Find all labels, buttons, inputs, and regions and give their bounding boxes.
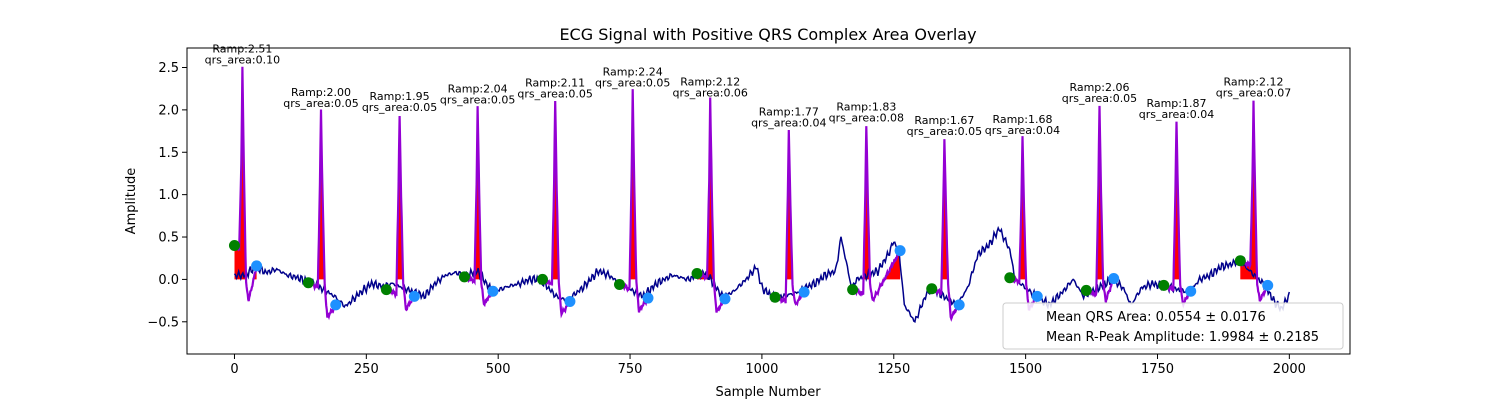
x-axis-label: Sample Number — [715, 385, 821, 400]
legend-box — [1002, 302, 1344, 350]
r-amplitude-label: Ramp:2.04 — [448, 82, 508, 95]
q-onset-marker — [228, 240, 240, 252]
y-tick-label: −0.5 — [147, 315, 179, 330]
x-tick-label: 1750 — [1141, 362, 1174, 377]
plot-area: Ramp:2.51qrs_area:0.10Ramp:2.00qrs_area:… — [205, 43, 1292, 324]
qrs-area-label: qrs_area:0.04 — [985, 124, 1060, 137]
qrs-area-label: qrs_area:0.05 — [362, 101, 437, 114]
s-offset-marker — [719, 293, 731, 305]
r-amplitude-label: Ramp:2.11 — [525, 77, 585, 90]
qrs-complex-line — [695, 97, 726, 313]
s-offset-marker — [1185, 285, 1197, 297]
q-onset-marker — [613, 278, 625, 290]
qrs-area-label: qrs_area:0.10 — [205, 54, 280, 67]
q-onset-marker — [769, 291, 781, 303]
qrs-area-label: qrs_area:0.06 — [672, 87, 747, 100]
qrs-complex-line — [618, 89, 650, 313]
qrs-positive-area — [1240, 100, 1268, 280]
chart-title: ECG Signal with Positive QRS Complex Are… — [559, 25, 976, 44]
r-amplitude-label: Ramp:1.68 — [992, 113, 1052, 126]
s-offset-marker — [1108, 273, 1120, 285]
qrs-area-label: qrs_area:0.05 — [517, 88, 592, 101]
qrs-area-label: qrs_area:0.04 — [1139, 108, 1214, 121]
s-offset-marker — [798, 286, 810, 298]
y-tick-label: 0.0 — [158, 273, 179, 288]
s-offset-marker — [330, 299, 342, 311]
r-amplitude-label: Ramp:2.51 — [212, 43, 272, 56]
qrs-area-label: qrs_area:0.08 — [829, 111, 904, 124]
q-onset-marker — [1234, 255, 1246, 267]
r-amplitude-label: Ramp:1.83 — [836, 100, 896, 113]
r-amplitude-label: Ramp:2.12 — [1223, 76, 1283, 89]
s-offset-marker — [408, 290, 420, 302]
q-onset-marker — [1080, 284, 1092, 296]
x-tick-label: 2000 — [1273, 362, 1306, 377]
r-amplitude-label: Ramp:2.00 — [291, 86, 351, 99]
x-tick-label: 250 — [354, 362, 379, 377]
s-offset-marker — [953, 299, 965, 311]
r-amplitude-label: Ramp:1.87 — [1146, 97, 1206, 110]
r-amplitude-label: Ramp:2.06 — [1069, 81, 1129, 94]
qrs-area-label: qrs_area:0.05 — [440, 93, 515, 106]
legend-entry-mean-r-peak-amplitude: Mean R-Peak Amplitude: 1.9984 ± 0.2185 — [1046, 330, 1319, 345]
y-axis: −0.5 0.0 0.5 1.0 1.5 2.0 2.5 — [147, 61, 187, 330]
s-offset-marker — [894, 245, 906, 257]
s-offset-marker — [487, 285, 499, 297]
marker-layer — [228, 240, 1274, 311]
q-onset-marker — [847, 284, 859, 296]
qrs-complex-line — [463, 106, 494, 308]
q-onset-marker — [691, 267, 703, 279]
qrs-area-label: qrs_area:0.04 — [751, 116, 826, 129]
s-offset-marker — [642, 292, 654, 304]
qrs-area-label: qrs_area:0.05 — [595, 77, 670, 90]
qrs-complex-line — [1008, 136, 1039, 311]
annotation-layer: Ramp:2.51qrs_area:0.10Ramp:2.00qrs_area:… — [205, 43, 1292, 138]
qrs-area-label: qrs_area:0.05 — [1062, 92, 1137, 105]
y-tick-label: 0.5 — [158, 231, 179, 246]
qrs-area-label: qrs_area:0.05 — [283, 97, 358, 110]
q-onset-marker — [926, 283, 938, 295]
legend: Mean QRS Area: 0.0554 ± 0.0176 Mean R-Pe… — [1002, 302, 1344, 350]
x-tick-label: 1500 — [1009, 362, 1042, 377]
qrs-positive-area — [852, 126, 901, 280]
legend-entry-mean-qrs-area: Mean QRS Area: 0.0554 ± 0.0176 — [1046, 310, 1266, 325]
y-tick-label: 2.5 — [158, 61, 179, 76]
r-amplitude-label: Ramp:2.24 — [603, 66, 663, 79]
q-onset-marker — [1004, 272, 1016, 284]
q-onset-marker — [302, 277, 314, 289]
r-amplitude-label: Ramp:1.67 — [914, 114, 974, 127]
q-onset-marker — [1158, 279, 1170, 291]
x-tick-label: 1000 — [745, 362, 778, 377]
qrs-area-label: qrs_area:0.07 — [1216, 87, 1291, 100]
y-axis-label: Amplitude — [124, 168, 139, 235]
qrs-complex-line — [851, 126, 902, 303]
s-offset-marker — [251, 260, 263, 272]
qrs-area-label: qrs_area:0.05 — [907, 125, 982, 138]
r-amplitude-label: Ramp:2.12 — [680, 76, 740, 89]
x-tick-label: 500 — [486, 362, 511, 377]
x-tick-label: 0 — [230, 362, 238, 377]
y-tick-label: 1.0 — [158, 188, 179, 203]
s-offset-marker — [1031, 290, 1043, 302]
r-amplitude-label: Ramp:1.95 — [370, 90, 430, 103]
x-tick-label: 1250 — [877, 362, 910, 377]
q-onset-marker — [380, 284, 392, 296]
s-offset-marker — [564, 295, 576, 307]
s-offset-marker — [1262, 279, 1274, 291]
x-tick-label: 750 — [618, 362, 643, 377]
y-tick-label: 2.0 — [158, 103, 179, 118]
x-axis: 0 250 500 750 1000 1250 1500 1750 2000 — [230, 354, 1306, 377]
q-onset-marker — [458, 271, 470, 283]
y-tick-label: 1.5 — [158, 146, 179, 161]
q-onset-marker — [536, 273, 548, 285]
plot-frame — [186, 47, 1351, 355]
r-amplitude-label: Ramp:1.77 — [759, 105, 819, 118]
